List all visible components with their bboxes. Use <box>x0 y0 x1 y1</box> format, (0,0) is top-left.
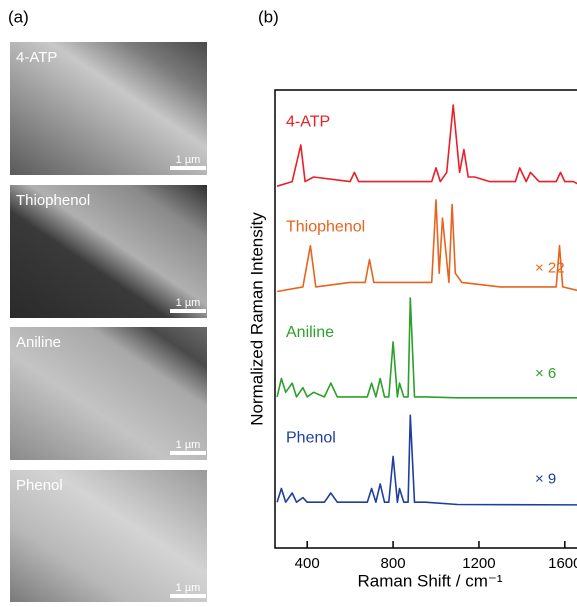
figure: (a) (b) 4-ATP 1 µm Thiophenol 1 µm Aniline 1 … <box>0 0 577 602</box>
scale-bar-label: 1 µm <box>176 582 201 594</box>
image-label: Thiophenol <box>16 192 90 209</box>
panel-label: (a) <box>8 7 29 26</box>
image-label: Phenol <box>16 477 63 494</box>
y-axis-label: Normalized Raman Intensity <box>247 212 266 426</box>
series-label: 4-ATP <box>286 113 330 130</box>
scale-bar-label: 1 µm <box>176 439 201 451</box>
plot-frame <box>275 90 577 548</box>
x-tick-label: 1600 <box>548 555 577 572</box>
panel-label: (b) <box>258 7 279 26</box>
scale-bar-label: 1 µm <box>176 297 201 309</box>
scale-label: × 6 <box>535 365 556 382</box>
spectrum-line <box>277 200 577 292</box>
scale-bar-label: 1 µm <box>176 154 201 166</box>
scale-bar <box>170 594 206 598</box>
x-axis-label: Raman Shift / cm⁻¹ <box>357 571 502 590</box>
image-label: 4-ATP <box>16 49 57 66</box>
series-label: Aniline <box>286 324 334 341</box>
series-label: Phenol <box>286 429 336 446</box>
x-tick-label: 800 <box>381 555 406 572</box>
scale-bar <box>170 309 206 313</box>
scale-label: × 9 <box>535 470 556 487</box>
scale-label: × 22 <box>535 260 565 277</box>
scale-bar <box>170 451 206 455</box>
spectrum-line <box>277 298 577 398</box>
scale-bar <box>170 166 206 170</box>
x-tick-label: 400 <box>295 555 320 572</box>
series-label: Thiophenol <box>286 219 365 236</box>
image-label: Aniline <box>16 334 61 351</box>
x-tick-label: 1200 <box>462 555 495 572</box>
